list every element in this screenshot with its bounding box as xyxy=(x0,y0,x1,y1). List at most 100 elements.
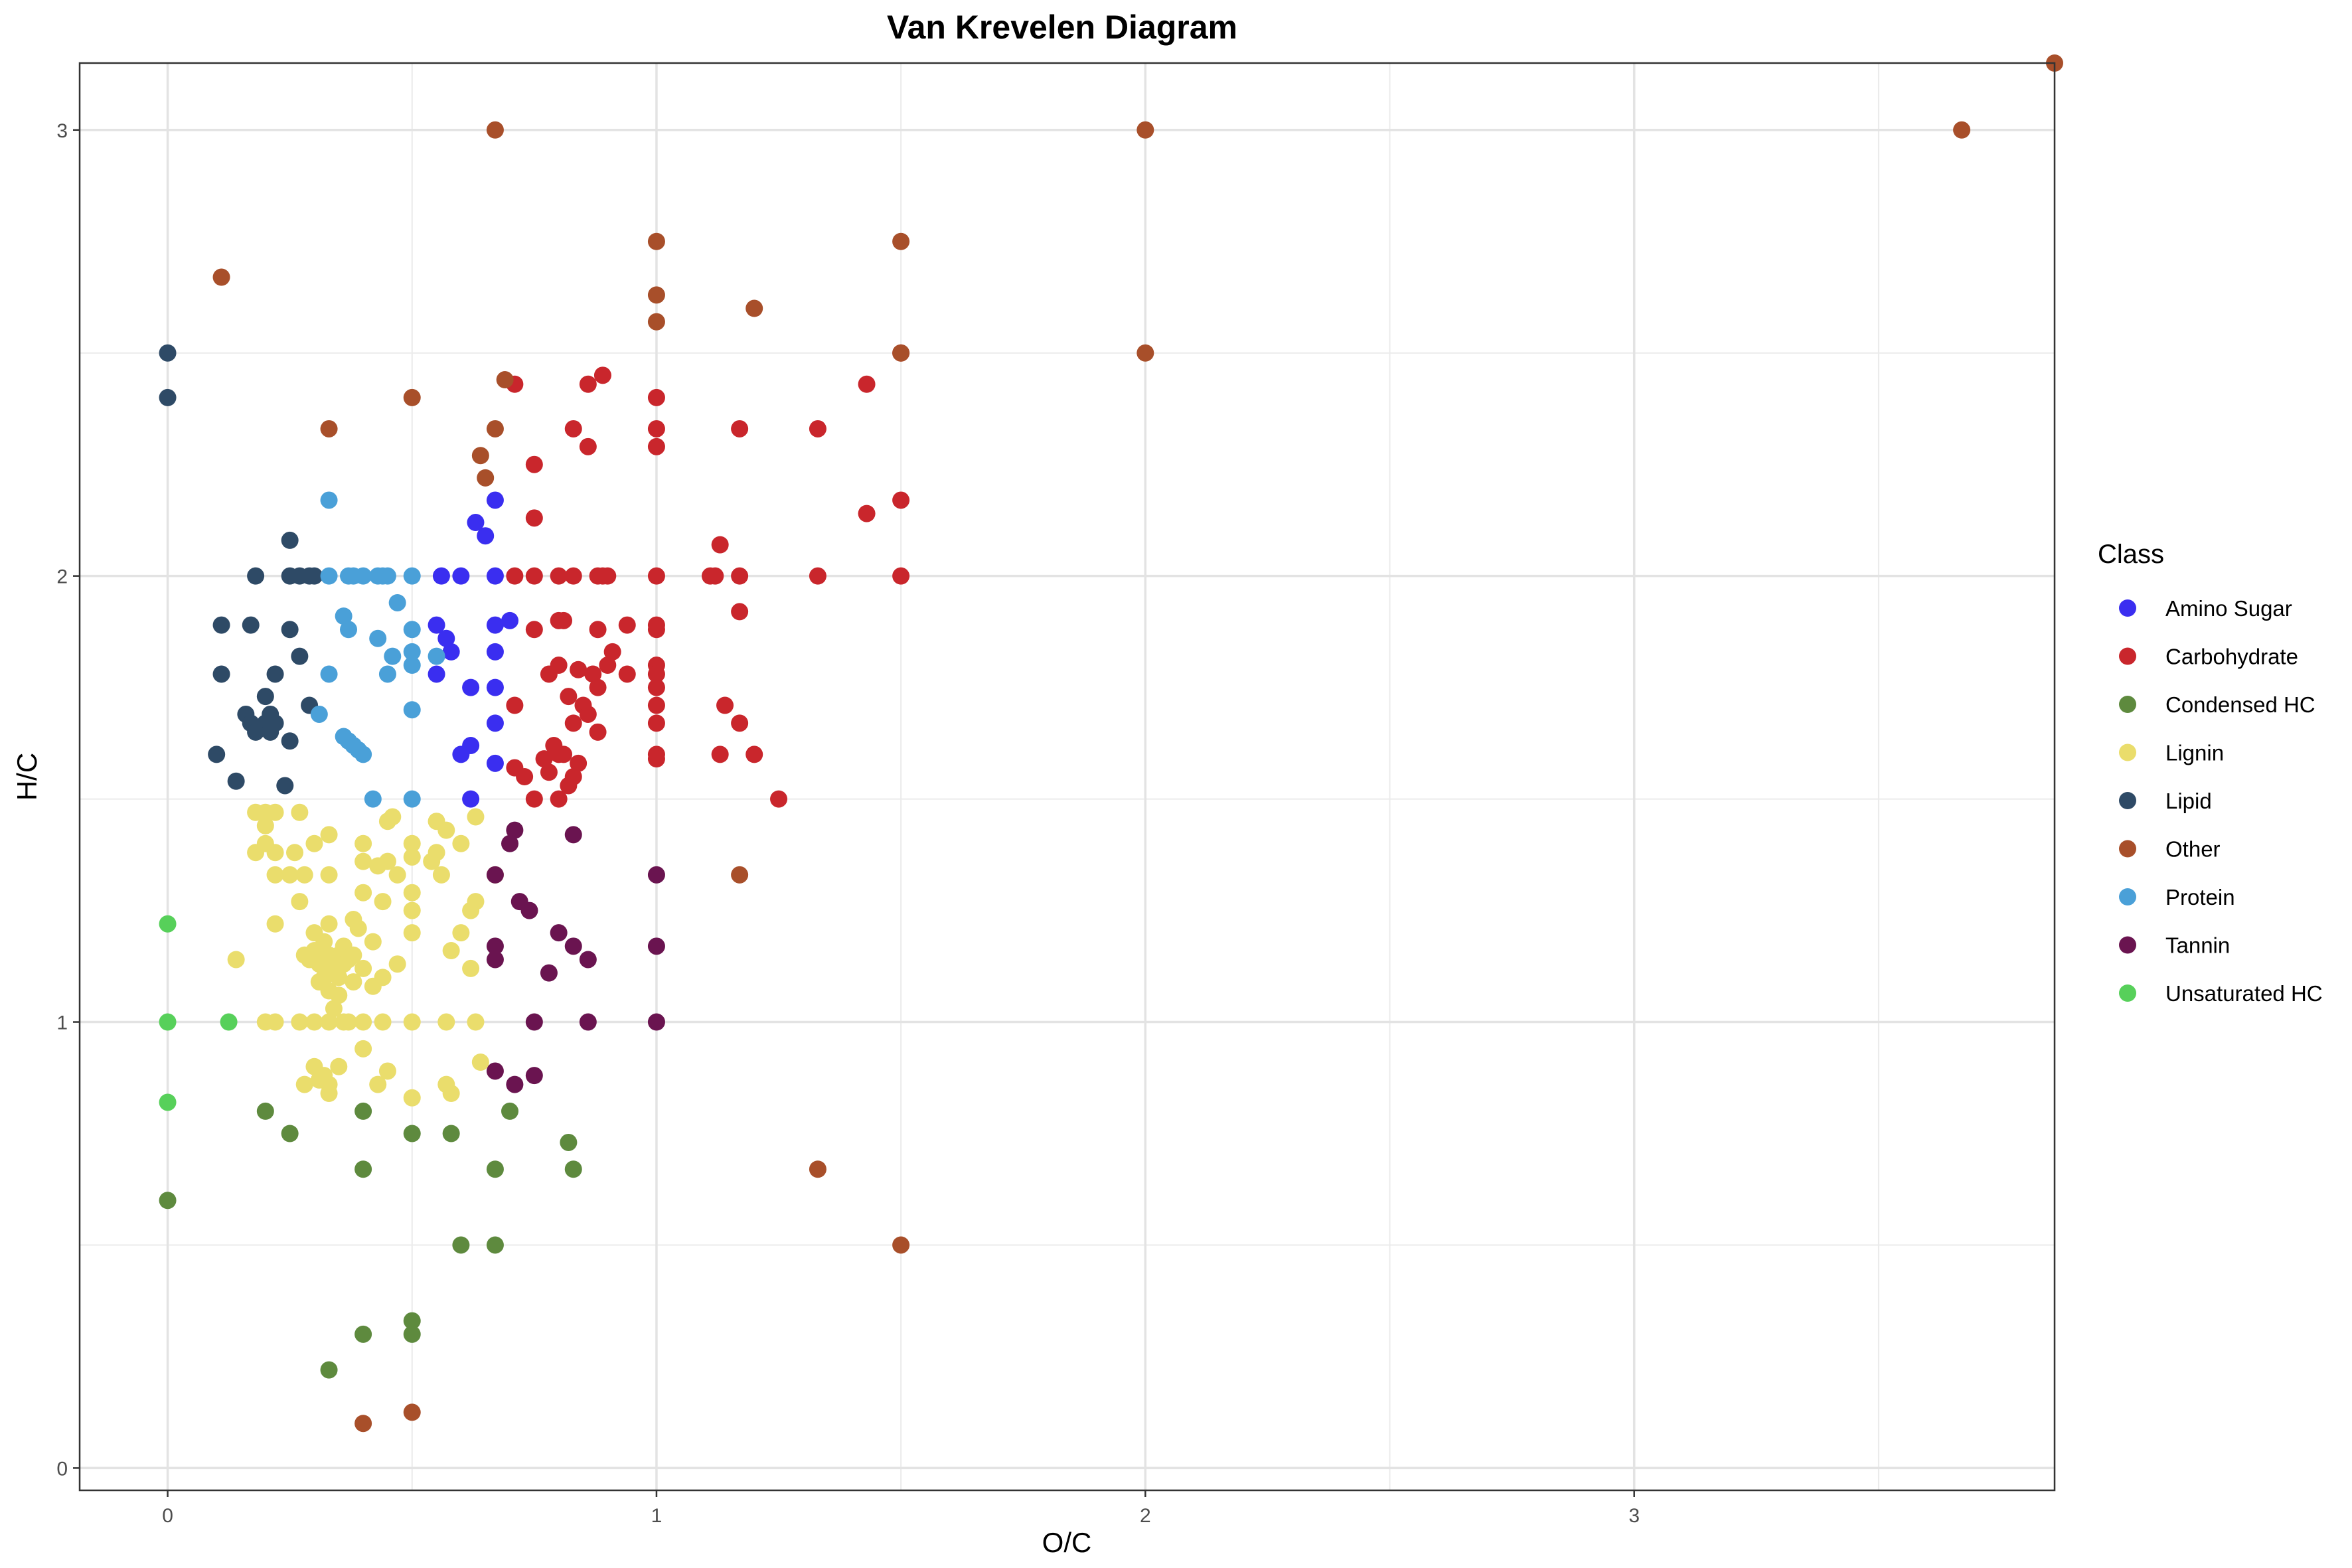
legend-key-condensed-hc xyxy=(2119,696,2136,713)
legend-label-condensed-hc: Condensed HC xyxy=(2165,692,2315,717)
point-carbohydrate xyxy=(647,621,665,639)
y-tick-label: 2 xyxy=(56,566,68,588)
point-lignin xyxy=(388,866,406,884)
point-lignin xyxy=(320,915,338,933)
point-lignin xyxy=(437,821,455,839)
point-carbohydrate xyxy=(593,366,611,384)
point-lipid xyxy=(242,616,260,634)
point-condensed-hc xyxy=(159,1192,177,1210)
point-tannin xyxy=(501,834,519,852)
point-lignin xyxy=(256,817,274,834)
point-carbohydrate xyxy=(525,621,543,639)
point-lignin xyxy=(369,1075,387,1093)
point-lipid xyxy=(281,732,299,750)
point-other xyxy=(745,299,763,317)
point-amino-sugar xyxy=(432,567,450,585)
point-protein xyxy=(320,665,338,683)
point-protein xyxy=(320,491,338,509)
point-protein xyxy=(378,567,396,585)
point-amino-sugar xyxy=(437,629,455,647)
point-tannin xyxy=(525,1013,543,1031)
point-amino-sugar xyxy=(486,616,504,634)
axis-ticks: 0 1 2 3 0 1 2 3 xyxy=(56,120,1640,1527)
point-lipid xyxy=(256,688,274,706)
point-condensed-hc xyxy=(501,1102,519,1120)
point-lignin xyxy=(364,977,382,995)
x-tick-label: 2 xyxy=(1140,1505,1151,1527)
chart-title: Van Krevelen Diagram xyxy=(887,9,1237,46)
point-other xyxy=(1953,121,1971,139)
point-carbohydrate xyxy=(731,714,749,732)
point-other xyxy=(486,121,504,139)
point-carbohydrate xyxy=(647,420,665,437)
point-carbohydrate xyxy=(525,509,543,527)
point-lignin xyxy=(403,834,421,852)
point-carbohydrate xyxy=(858,375,876,393)
point-lignin xyxy=(467,808,485,826)
point-lignin xyxy=(266,844,284,862)
point-tannin xyxy=(506,821,524,839)
point-lignin xyxy=(291,893,309,911)
point-other xyxy=(731,866,749,884)
point-other xyxy=(320,420,338,437)
point-carbohydrate xyxy=(618,665,636,683)
point-lignin xyxy=(452,924,470,942)
y-tick-label: 0 xyxy=(56,1458,68,1480)
point-carbohydrate xyxy=(555,745,573,763)
point-lignin xyxy=(295,866,313,884)
point-lignin xyxy=(403,848,421,866)
point-lignin xyxy=(291,803,309,821)
point-protein xyxy=(340,621,358,639)
point-lipid xyxy=(159,388,177,406)
point-other xyxy=(477,469,495,487)
point-amino-sugar xyxy=(501,611,519,629)
point-other xyxy=(892,1236,910,1254)
point-condensed-hc xyxy=(486,1236,504,1254)
point-lignin xyxy=(442,1085,460,1103)
point-lignin xyxy=(437,1013,455,1031)
point-lipid xyxy=(159,344,177,362)
point-carbohydrate xyxy=(745,745,763,763)
point-protein xyxy=(403,643,421,661)
legend-key-protein xyxy=(2119,888,2136,905)
point-protein xyxy=(403,657,421,674)
point-protein xyxy=(388,593,406,611)
point-tannin xyxy=(525,1067,543,1085)
point-carbohydrate xyxy=(809,420,826,437)
point-other xyxy=(809,1160,826,1178)
point-lignin xyxy=(354,1013,372,1031)
point-protein xyxy=(403,790,421,808)
point-carbohydrate xyxy=(647,750,665,768)
point-condensed-hc xyxy=(403,1325,421,1343)
point-lignin xyxy=(305,1013,323,1031)
point-carbohydrate xyxy=(589,678,607,696)
point-lignin xyxy=(403,1013,421,1031)
point-carbohydrate xyxy=(560,688,578,706)
point-tannin xyxy=(506,1075,524,1093)
point-protein xyxy=(384,647,402,665)
point-protein xyxy=(403,567,421,585)
legend-key-amino-sugar xyxy=(2119,599,2136,617)
point-other xyxy=(647,232,665,250)
point-lipid xyxy=(247,723,265,741)
point-other xyxy=(892,344,910,362)
point-lignin xyxy=(423,852,441,870)
point-carbohydrate xyxy=(589,621,607,639)
point-tannin xyxy=(647,937,665,955)
point-other xyxy=(403,388,421,406)
point-protein xyxy=(354,745,372,763)
point-unsaturated-hc xyxy=(159,1093,177,1111)
point-carbohydrate xyxy=(618,616,636,634)
data-points xyxy=(159,54,2063,1433)
legend-label-carbohydrate: Carbohydrate xyxy=(2165,645,2298,669)
point-amino-sugar xyxy=(428,665,445,683)
point-carbohydrate xyxy=(603,643,621,661)
point-lignin xyxy=(266,915,284,933)
legend-key-carbohydrate xyxy=(2119,647,2136,665)
point-lignin xyxy=(452,834,470,852)
point-lignin xyxy=(442,942,460,960)
point-condensed-hc xyxy=(403,1125,421,1142)
legend-key-lipid xyxy=(2119,792,2136,809)
point-amino-sugar xyxy=(486,567,504,585)
legend-label-other: Other xyxy=(2165,837,2221,862)
